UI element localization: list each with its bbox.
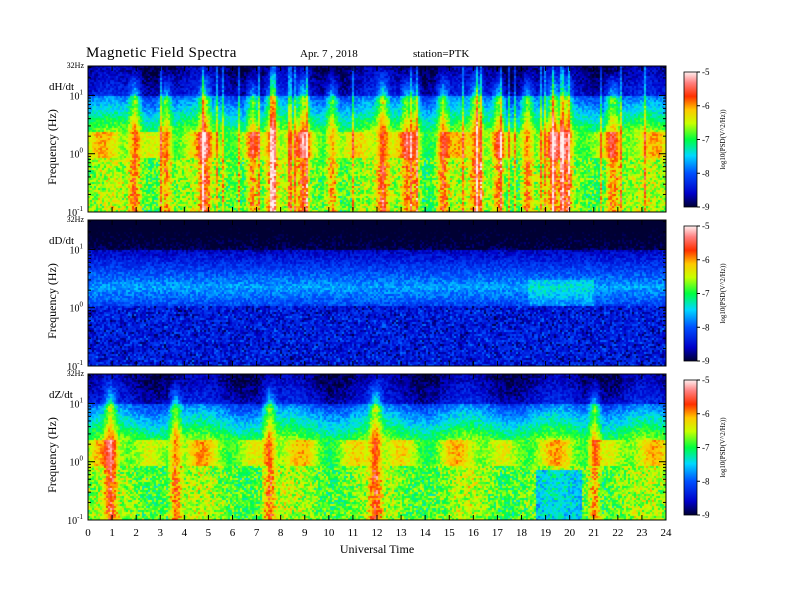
colorbar-tick-label: -9 xyxy=(702,202,710,212)
x-tick-label: 1 xyxy=(109,527,115,539)
x-tick-label: 3 xyxy=(158,527,164,539)
colorbar-tick-label: -6 xyxy=(702,101,710,111)
y-tick-label: 10-1 xyxy=(67,513,83,527)
x-tick-label: 20 xyxy=(564,527,576,539)
colorbar-tick-label: -8 xyxy=(702,322,710,332)
colorbar-tick-label: -8 xyxy=(702,476,710,486)
colorbar-tick-label: -6 xyxy=(702,409,710,419)
x-tick-label: 18 xyxy=(516,527,528,539)
x-axis-label: Universal Time xyxy=(340,542,414,556)
y-tick-label: 100 xyxy=(70,455,84,469)
panel-dh-dt: 101 100 10-1 32Hz dH/dt Frequency (Hz) -5 -6 -7 -… xyxy=(45,61,727,219)
x-tick-label: 24 xyxy=(661,527,673,539)
chart-title: Magnetic Field Spectra xyxy=(86,45,237,61)
colorbar xyxy=(683,71,698,208)
colorbar-tick-label: -7 xyxy=(702,289,710,299)
colorbar xyxy=(683,379,698,516)
spectrogram-image xyxy=(88,220,666,366)
x-tick-label: 9 xyxy=(302,527,308,539)
x-tick-label: 23 xyxy=(636,527,648,539)
y-tick-label: 10-1 xyxy=(67,359,83,373)
x-tick-label: 5 xyxy=(206,527,212,539)
colorbar-label: log10(PSD(V^2/Hz)) xyxy=(719,109,727,170)
x-tick-label: 17 xyxy=(492,527,504,539)
x-tick-label: 13 xyxy=(396,527,408,539)
x-tick-label: 19 xyxy=(540,527,552,539)
y-tick-label: 10-1 xyxy=(67,205,83,219)
x-tick-label: 2 xyxy=(133,527,139,539)
y-tick-label: 100 xyxy=(70,147,84,161)
component-label: dD/dt xyxy=(49,235,74,247)
y-tick-label: 101 xyxy=(70,396,84,410)
colorbar-tick-label: -5 xyxy=(702,375,710,385)
colorbar xyxy=(683,225,698,362)
x-tick-label: 22 xyxy=(612,527,623,539)
y-tick-label: 100 xyxy=(70,301,84,315)
colorbar-tick-label: -9 xyxy=(702,510,710,520)
x-tick-label: 0 xyxy=(85,527,91,539)
y-tick-label: 101 xyxy=(70,88,84,102)
colorbar-label: log10(PSD(V^2/Hz)) xyxy=(719,417,727,478)
colorbar-tick-label: -5 xyxy=(702,67,710,77)
panel-dd-dt: 101 100 10-1 32Hz dD/dt Frequency (Hz) -5 -6 -7 -… xyxy=(45,215,727,373)
top-frequency-label: 32Hz xyxy=(67,215,85,224)
y-tick-label: 101 xyxy=(70,242,84,256)
y-axis-label: Frequency (Hz) xyxy=(45,417,59,493)
panel-dz-dt: 101 100 10-1 32Hz dZ/dt Frequency (Hz) -5 -6 -7 -… xyxy=(45,369,727,527)
colorbar-tick-label: -7 xyxy=(702,443,710,453)
x-tick-label: 4 xyxy=(182,527,188,539)
x-tick-label: 12 xyxy=(372,527,383,539)
x-tick-label: 14 xyxy=(420,527,432,539)
spectrogram-image xyxy=(88,374,666,520)
x-tick-label: 10 xyxy=(323,527,335,539)
top-frequency-label: 32Hz xyxy=(67,61,85,70)
x-tick-label: 8 xyxy=(278,527,284,539)
component-label: dZ/dt xyxy=(49,389,73,401)
x-tick-label: 21 xyxy=(588,527,599,539)
x-tick-label: 6 xyxy=(230,527,236,539)
top-frequency-label: 32Hz xyxy=(67,369,85,378)
x-tick-label: 15 xyxy=(444,527,456,539)
y-axis-label: Frequency (Hz) xyxy=(45,109,59,185)
spectrogram-image xyxy=(88,66,666,212)
x-tick-label: 7 xyxy=(254,527,260,539)
date-label: Apr. 7 , 2018 xyxy=(300,48,358,60)
x-tick-label: 11 xyxy=(348,527,359,539)
component-label: dH/dt xyxy=(49,81,74,93)
colorbar-tick-label: -8 xyxy=(702,168,710,178)
colorbar-tick-label: -5 xyxy=(702,221,710,231)
x-axis: 0 1 2 3 4 5 6 7 8 9 10 11 12 13 14 15 16 17 18 19 20 21 22 23 24… xyxy=(85,527,672,556)
colorbar-tick-label: -9 xyxy=(702,356,710,366)
colorbar-label: log10(PSD(V^2/Hz)) xyxy=(719,263,727,324)
y-axis-label: Frequency (Hz) xyxy=(45,263,59,339)
x-tick-label: 16 xyxy=(468,527,480,539)
station-label: station=PTK xyxy=(413,48,470,60)
colorbar-tick-label: -6 xyxy=(702,255,710,265)
colorbar-tick-label: -7 xyxy=(702,135,710,145)
